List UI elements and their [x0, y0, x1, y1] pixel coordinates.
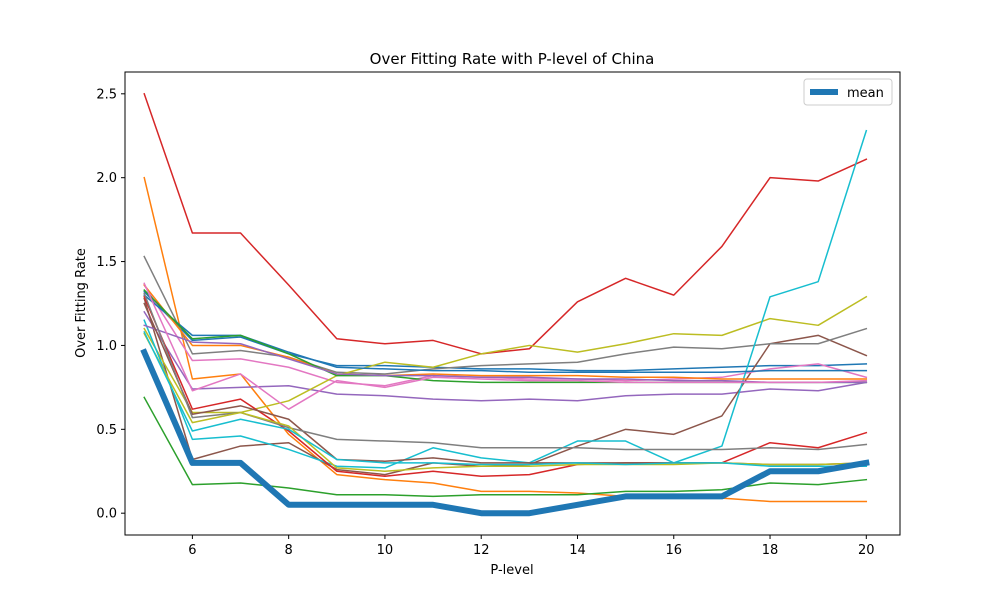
y-tick-label: 2.5 — [96, 87, 117, 102]
legend: mean — [803, 78, 893, 106]
x-axis-label: P-level — [490, 563, 533, 578]
series-line-11 — [143, 294, 868, 374]
x-tick-label: 18 — [762, 543, 779, 558]
series-layer — [140, 92, 870, 517]
chart-title: Over Fitting Rate with P-level of China — [370, 50, 655, 68]
x-tick-label: 8 — [285, 543, 293, 558]
series-line-mean — [140, 348, 870, 517]
ticks-layer: 6 8 10 12 14 16 18 20 0.0 0.5 1.0 1.5 2.0 2.5 — [96, 87, 874, 558]
y-tick-label: 1.5 — [96, 255, 117, 270]
x-tick-label: 12 — [473, 543, 490, 558]
x-tick-label: 10 — [377, 543, 394, 558]
y-tick-label: 0.0 — [96, 507, 117, 522]
series-line-8 — [143, 255, 868, 375]
plot-area — [125, 72, 900, 535]
legend-entry-mean: mean — [847, 86, 884, 101]
series-line-14 — [143, 295, 868, 478]
series-line-6 — [143, 297, 868, 476]
series-line-5 — [143, 310, 868, 402]
y-tick-label: 1.0 — [96, 339, 117, 354]
y-tick-label: 0.5 — [96, 423, 117, 438]
series-line-19 — [143, 332, 868, 472]
series-line-2 — [143, 176, 868, 503]
series-line-17 — [143, 282, 868, 410]
x-tick-label: 6 — [188, 543, 196, 558]
series-line-18 — [143, 292, 868, 451]
series-line-1 — [143, 290, 868, 372]
x-tick-label: 20 — [858, 543, 875, 558]
plot-frame — [124, 71, 901, 536]
series-line-15 — [143, 324, 868, 384]
x-tick-label: 16 — [665, 543, 682, 558]
y-tick-label: 2.0 — [96, 171, 117, 186]
series-line-20 — [143, 331, 868, 467]
legend-box — [803, 78, 893, 106]
x-tick-label: 14 — [569, 543, 586, 558]
y-axis-label: Over Fitting Rate — [74, 248, 89, 358]
series-line-4 — [143, 92, 868, 355]
series-line-9 — [143, 295, 868, 414]
